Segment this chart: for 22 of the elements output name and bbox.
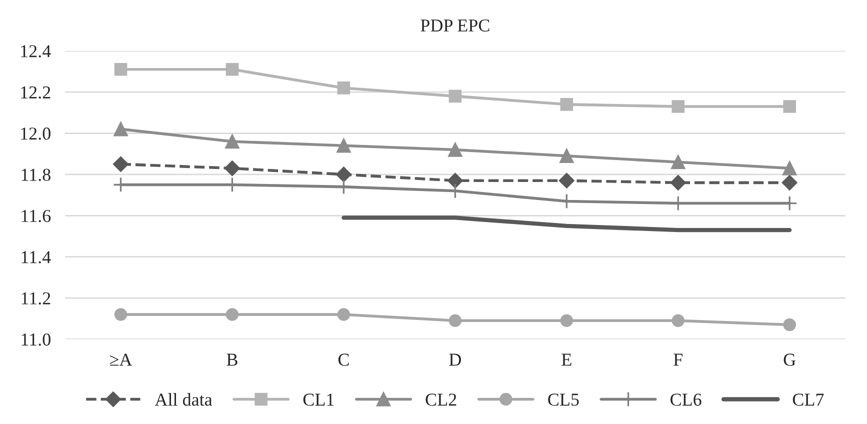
legend-label: CL5 <box>548 394 579 406</box>
chart-title: PDP EPC <box>420 19 490 32</box>
legend-label: CL6 <box>670 394 702 406</box>
x-tick-label: G <box>784 354 796 366</box>
y-tick-label: 12.4 <box>21 45 51 58</box>
x-tick-label: E <box>562 354 572 366</box>
y-tick-label: 11.6 <box>22 210 51 222</box>
y-tick-label: 11.2 <box>22 292 50 305</box>
y-tick-label: 11.0 <box>22 333 50 346</box>
y-tick-label: 12.2 <box>21 86 50 99</box>
legend-label: All data <box>154 393 212 406</box>
legend-label: CL7 <box>792 394 824 406</box>
x-tick-label: C <box>338 354 349 366</box>
x-tick-label: ≥A <box>110 354 132 366</box>
y-tick-label: 11.8 <box>22 168 50 181</box>
legend-label: CL1 <box>303 394 334 406</box>
x-tick-label: B <box>226 354 238 366</box>
y-tick-label: 11.4 <box>22 251 51 264</box>
legend-label: CL2 <box>426 394 456 406</box>
x-tick-label: D <box>449 354 461 366</box>
x-tick-label: F <box>674 354 682 366</box>
y-tick-label: 12.0 <box>21 128 50 140</box>
